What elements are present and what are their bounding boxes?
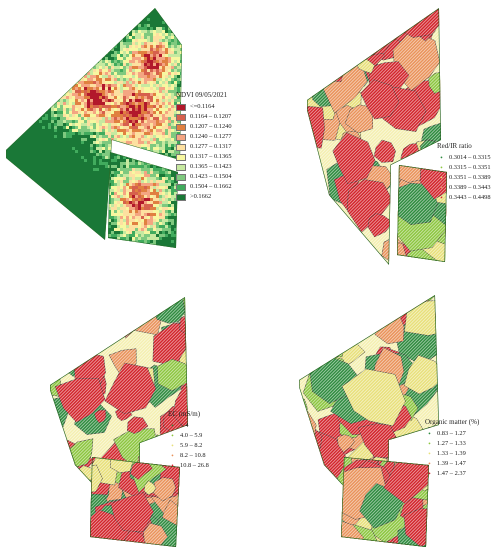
ndvi-legend: NDVI 09/05/2021 <=0.1164 0.1164 – 0.1207 0… [176,92,232,202]
legend-label: 0.83 – 1.27 [437,429,466,437]
legend-title: Organic matter (%) [425,418,480,426]
legend-label: 1.47 – 2.37 [437,469,466,477]
legend-label: 0.1207 – 0.1240 [190,122,232,130]
legend-bullet: • [440,183,443,192]
legend-item: • 1.27 – 1.33 [425,439,479,449]
legend-items: • 0.83 – 1.27 • 1.27 – 1.33 • 1.33 – 1.39 • 1.3… [425,429,479,479]
legend-label: 10.8 – 26.8 [180,461,209,469]
legend-item: • 1.39 – 1.47 [425,459,479,469]
legend-item: <=0.1164 [176,102,232,112]
legend-bullet: • [428,469,431,478]
legend-label: 5.9 – 8.2 [180,441,203,449]
legend-bullet: • [440,173,443,182]
legend-label: 0.1317 – 0.1365 [190,152,232,160]
legend-item: • 10.8 – 26.8 [168,461,209,471]
legend-bullet: • [440,163,443,172]
legend-swatch [176,153,186,161]
red-ir-field-map [307,8,447,265]
legend-item: • 8.2 – 10.8 [168,451,209,461]
legend-item: • 5.9 – 8.2 [168,441,209,451]
legend-item: • 0.3315 – 0.3351 [437,163,491,173]
organic-matter-legend: Organic matter (%) • 0.83 – 1.27 • 1.27 – 1… [425,419,479,479]
legend-bullet: • [171,461,174,470]
legend-bullet: • [428,459,431,468]
legend-label: 8.2 – 10.8 [180,451,206,459]
ec-legend: EC (mS/m) • < 4 • 4.0 – 5.9 • 5.9 – 8.2 • 8.2 –… [168,411,209,471]
legend-label: 0.3443 – 0.4498 [449,193,491,201]
legend-items: • 0.3014 – 0.3315 • 0.3315 – 0.3351 • 0.3351 … [437,153,491,203]
legend-label: >0.1662 [190,192,212,200]
legend-swatch [176,193,186,201]
legend-label: 0.1423 – 0.1504 [190,172,232,180]
legend-title: Red/IR ratio [437,142,472,150]
legend-item: 0.1365 – 0.1423 [176,162,232,172]
legend-item: 0.1207 – 0.1240 [176,122,232,132]
legend-item: 0.1504 – 0.1662 [176,182,232,192]
ndvi-field-map [6,8,182,248]
legend-title: NDVI 09/05/2021 [176,91,228,99]
ec-field-map [50,297,188,547]
legend-label: 0.1504 – 0.1662 [190,182,232,190]
legend-label: 1.33 – 1.39 [437,449,466,457]
red-ir-legend: Red/IR ratio • 0.3014 – 0.3315 • 0.3315 – 0… [437,143,491,203]
legend-title: EC (mS/m) [168,410,201,418]
legend-label: 1.39 – 1.47 [437,459,466,467]
ndvi-map-panel: NDVI 09/05/2021 <=0.1164 0.1164 – 0.1207 0… [0,0,249,275]
legend-swatch [176,143,186,151]
legend-label: 4.0 – 5.9 [180,431,203,439]
legend-bullet: • [428,429,431,438]
ec-map-panel: EC (mS/m) • < 4 • 4.0 – 5.9 • 5.9 – 8.2 • 8.2 –… [0,275,249,550]
legend-label: 0.3014 – 0.3315 [449,153,491,161]
red-ir-map-panel: Red/IR ratio • 0.3014 – 0.3315 • 0.3315 – 0… [249,0,498,275]
legend-swatch [176,183,186,191]
legend-swatch [176,173,186,181]
legend-label: 0.1240 – 0.1277 [190,132,232,140]
legend-swatch [176,163,186,171]
legend-item: • 0.3014 – 0.3315 [437,153,491,163]
legend-bullet: • [171,441,174,450]
legend-item: • < 4 [168,421,209,431]
legend-item: • 0.83 – 1.27 [425,429,479,439]
legend-label: 0.3351 – 0.3389 [449,173,491,181]
legend-label: 0.1277 – 0.1317 [190,142,232,150]
legend-item: • 0.3389 – 0.3443 [437,183,491,193]
legend-label: < 4 [180,421,189,429]
legend-bullet: • [171,421,174,430]
legend-label: 0.3315 – 0.3351 [449,163,491,171]
legend-bullet: • [171,451,174,460]
legend-item: • 4.0 – 5.9 [168,431,209,441]
legend-swatch [176,113,186,121]
organic-matter-map-panel: Organic matter (%) • 0.83 – 1.27 • 1.27 – 1… [249,275,498,550]
organic-matter-field-map [299,295,439,547]
legend-label: 0.1365 – 0.1423 [190,162,232,170]
legend-items: <=0.1164 0.1164 – 0.1207 0.1207 – 0.1240 0.… [176,102,232,202]
legend-item: • 0.3443 – 0.4498 [437,193,491,203]
legend-label: 0.3389 – 0.3443 [449,183,491,191]
legend-swatch [176,103,186,111]
legend-item: • 1.47 – 2.37 [425,469,479,479]
legend-item: 0.1164 – 0.1207 [176,112,232,122]
legend-bullet: • [428,449,431,458]
legend-label: 0.1164 – 0.1207 [190,112,232,120]
legend-bullet: • [440,193,443,202]
legend-item: 0.1240 – 0.1277 [176,132,232,142]
legend-item: 0.1423 – 0.1504 [176,172,232,182]
legend-bullet: • [440,153,443,162]
legend-item: 0.1277 – 0.1317 [176,142,232,152]
legend-label: 1.27 – 1.33 [437,439,466,447]
legend-bullet: • [171,431,174,440]
legend-item: 0.1317 – 0.1365 [176,152,232,162]
legend-item: • 0.3351 – 0.3389 [437,173,491,183]
legend-item: • 1.33 – 1.39 [425,449,479,459]
legend-label: <=0.1164 [190,102,215,110]
legend-item: >0.1662 [176,192,232,202]
legend-bullet: • [428,439,431,448]
legend-items: • < 4 • 4.0 – 5.9 • 5.9 – 8.2 • 8.2 – 10.8 • 10.8… [168,421,209,471]
legend-swatch [176,123,186,131]
legend-swatch [176,133,186,141]
